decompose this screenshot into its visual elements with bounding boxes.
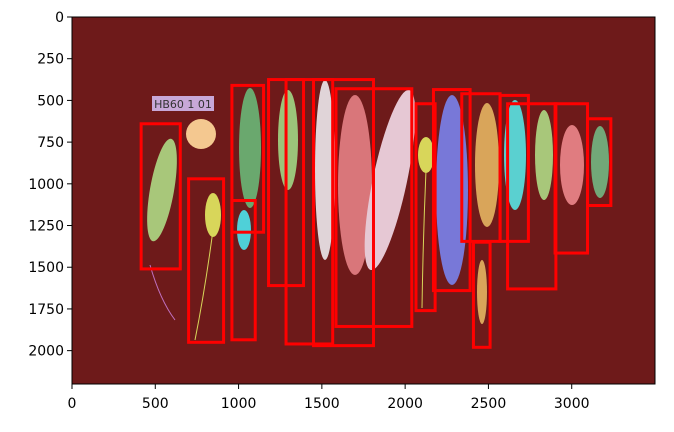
coin <box>186 119 216 149</box>
bounding-box <box>312 78 375 348</box>
root <box>315 80 335 260</box>
bounding-box <box>187 177 226 344</box>
root-tail <box>194 229 214 341</box>
root <box>475 103 499 227</box>
bounding-box <box>431 88 472 293</box>
y-tick-label: 750 <box>37 135 64 151</box>
bounding-box <box>230 199 257 342</box>
y-tick-label: 500 <box>37 93 64 109</box>
root <box>436 95 468 285</box>
bounding-box <box>414 102 437 313</box>
boxes <box>139 78 613 349</box>
x-tick-label: 1000 <box>221 396 257 412</box>
root <box>477 260 487 324</box>
x-tick-label: 3000 <box>554 396 590 412</box>
root <box>560 125 584 205</box>
root <box>237 210 251 250</box>
root <box>364 89 416 271</box>
bounding-box <box>586 117 613 208</box>
root <box>205 193 221 237</box>
root <box>591 126 609 198</box>
root <box>239 88 261 208</box>
root <box>504 100 526 210</box>
x-tick-label: 500 <box>142 396 169 412</box>
x-tick-label: 2000 <box>387 396 423 412</box>
y-tick-label: 250 <box>37 52 64 68</box>
image-label: HB60 1 01 <box>154 98 212 111</box>
root <box>418 137 434 173</box>
y-tick-label: 1500 <box>28 260 64 276</box>
root <box>147 138 177 242</box>
root <box>535 110 553 200</box>
y-tick-label: 2000 <box>28 344 64 360</box>
axes-frame <box>71 16 656 385</box>
bounding-box <box>230 83 266 234</box>
bounding-box <box>471 240 492 349</box>
y-tick-label: 1750 <box>28 302 64 318</box>
y-tick-label: 1250 <box>28 219 64 235</box>
root <box>338 95 372 275</box>
x-tick-label: 1500 <box>304 396 340 412</box>
root-tail <box>149 264 176 321</box>
root-tail <box>421 169 427 309</box>
bounding-box <box>498 93 530 243</box>
bounding-box <box>139 122 182 271</box>
bounding-box <box>284 78 335 346</box>
bounding-box <box>334 87 414 328</box>
x-tick-label: 0 <box>68 396 77 412</box>
y-tick-label: 1000 <box>28 177 64 193</box>
roots <box>147 80 609 341</box>
label-tag <box>152 96 214 111</box>
root <box>278 90 298 190</box>
x-tick-label: 2500 <box>471 396 507 412</box>
y-tick-label: 0 <box>55 10 64 26</box>
